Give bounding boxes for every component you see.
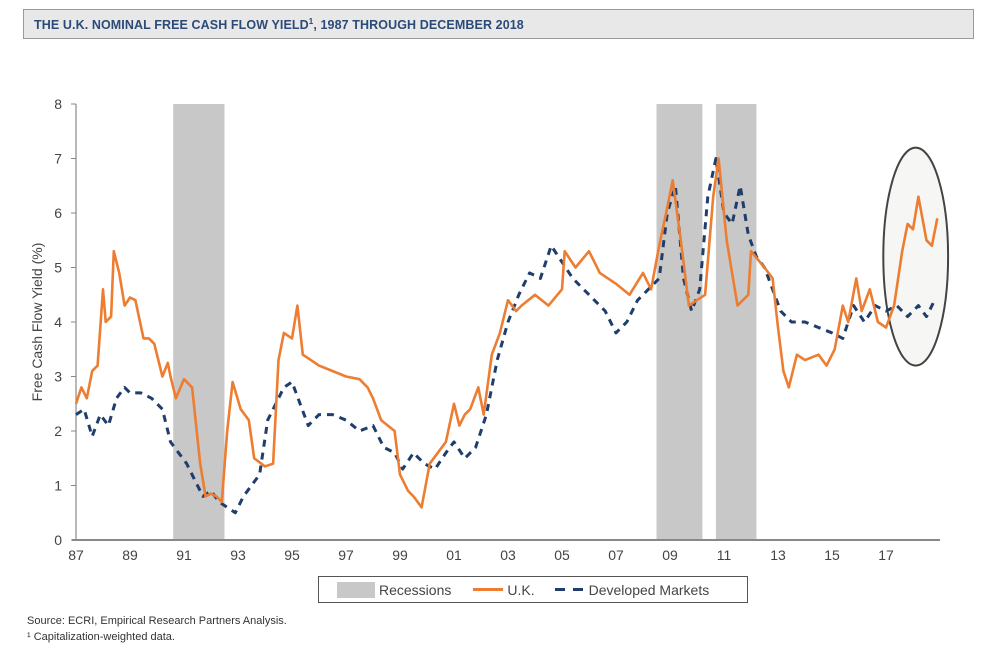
x-tick-label: 95 [284, 547, 300, 563]
chart-title: THE U.K. NOMINAL FREE CASH FLOW YIELD1, … [34, 17, 524, 32]
x-tick-label: 15 [824, 547, 840, 563]
footnote-1: ¹ Capitalization-weighted data. [27, 631, 175, 643]
highlight-layer [882, 146, 950, 367]
x-tick-label: 01 [446, 547, 462, 563]
x-tick-label: 99 [392, 547, 408, 563]
legend-label-recessions: Recessions [379, 581, 452, 598]
x-tick-label: 17 [878, 547, 894, 563]
title-main: THE U.K. NOMINAL FREE CASH FLOW YIELD [34, 18, 309, 33]
legend-label-uk: U.K. [507, 581, 535, 598]
recession-band [715, 104, 757, 540]
title-banner: THE U.K. NOMINAL FREE CASH FLOW YIELD1, … [23, 9, 974, 39]
footnotes: Source: ECRI, Empirical Research Partner… [27, 613, 287, 645]
legend-item-uk: U.K. [467, 581, 535, 598]
y-axis-label: Free Cash Flow Yield (%) [29, 243, 45, 402]
recession-band [656, 104, 703, 540]
x-tick-label: 03 [500, 547, 516, 563]
y-tick-label: 8 [54, 96, 62, 112]
y-tick-label: 1 [54, 478, 62, 494]
highlight-ellipse [882, 146, 950, 367]
legend-item-dm: Developed Markets [551, 581, 710, 598]
dm-dash-swatch-icon [554, 588, 585, 591]
legend: Recessions U.K. Developed Markets [318, 576, 748, 603]
legend-item-recessions: Recessions [319, 581, 452, 598]
y-tick-label: 0 [54, 532, 62, 548]
title-suffix: , 1987 THROUGH DECEMBER 2018 [313, 18, 524, 33]
y-tick-label: 6 [54, 205, 62, 221]
legend-label-dm: Developed Markets [588, 581, 710, 598]
x-tick-label: 09 [662, 547, 678, 563]
recession-swatch-icon [337, 581, 375, 598]
series-lines [74, 157, 939, 515]
recession-band [173, 104, 225, 540]
x-tick-label: 91 [176, 547, 192, 563]
x-tick-label: 87 [68, 547, 84, 563]
y-tick-label: 4 [54, 314, 62, 330]
x-tick-label: 89 [122, 547, 138, 563]
uk-line-swatch-icon [473, 588, 504, 591]
y-tick-label: 2 [54, 423, 62, 439]
y-tick-label: 7 [54, 151, 62, 167]
source-note: Source: ECRI, Empirical Research Partner… [27, 615, 287, 627]
x-tick-label: 97 [338, 547, 354, 563]
x-tick-label: 11 [717, 547, 732, 563]
x-tick-label: 07 [608, 547, 624, 563]
series-line-uk [74, 157, 939, 509]
title-superscript: 1 [308, 17, 314, 26]
y-tick-label: 5 [54, 260, 62, 276]
y-tick-label: 3 [54, 369, 62, 385]
x-tick-label: 93 [230, 547, 246, 563]
x-tick-label: 13 [770, 547, 786, 563]
recession-bands [173, 104, 757, 540]
x-tick-label: 05 [554, 547, 570, 563]
